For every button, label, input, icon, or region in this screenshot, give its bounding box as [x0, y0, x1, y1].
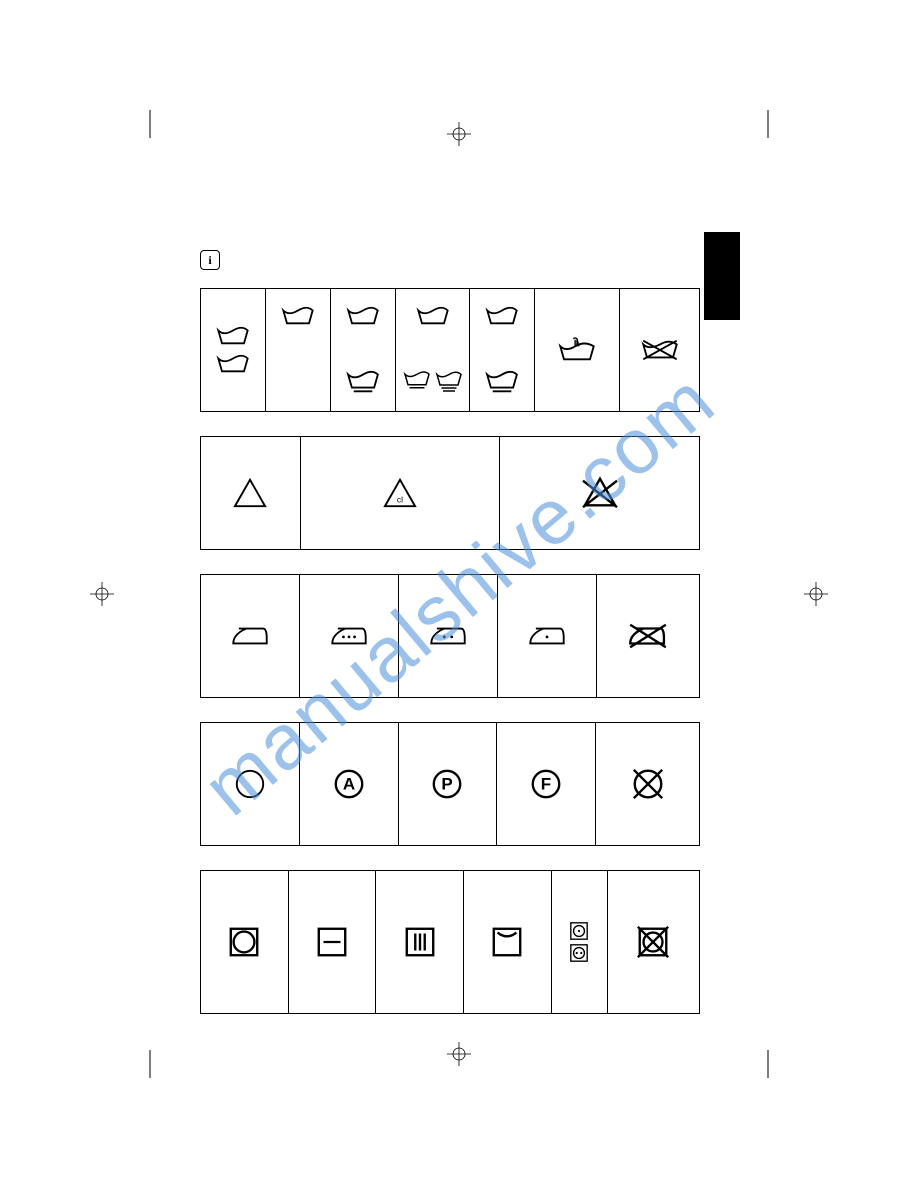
dryclean-p-icon: P — [430, 767, 464, 801]
svg-text:cl: cl — [397, 494, 403, 504]
crop-mark-tl — [120, 110, 180, 170]
wash-tub-icon — [214, 353, 252, 375]
crop-mark-tr — [738, 110, 798, 170]
tumble-dry-icon — [227, 925, 261, 959]
dryclean-icon — [233, 767, 267, 801]
line-dry-icon — [490, 925, 524, 959]
iron-medium-icon — [427, 623, 469, 649]
drip-dry-icon — [403, 925, 437, 959]
wash-tub-icon — [214, 325, 252, 347]
do-not-dryclean-icon — [630, 766, 666, 802]
wash-tub-very-mild-icon — [434, 369, 464, 395]
do-not-wash-icon — [639, 337, 681, 363]
wash-tub-icon — [279, 305, 317, 327]
bleach-icon — [231, 476, 269, 510]
tumble-low-icon — [569, 921, 589, 941]
do-not-iron-icon — [626, 621, 670, 651]
tumble-high-icon — [569, 943, 589, 963]
do-not-tumble-icon — [635, 924, 671, 960]
svg-text:F: F — [541, 775, 551, 794]
dryclean-f-icon: F — [529, 767, 563, 801]
dryclean-a-icon: A — [332, 767, 366, 801]
wash-tub-icon — [483, 305, 521, 327]
reg-mark-bottom — [447, 1042, 471, 1066]
crop-mark-br — [738, 1018, 798, 1078]
svg-text:A: A — [343, 775, 355, 794]
bleach-cl-icon: cl — [381, 476, 419, 510]
reg-mark-left — [90, 582, 114, 606]
iron-icon — [229, 623, 271, 649]
bleach-symbols-table: cl — [200, 436, 700, 550]
info-icon: i — [200, 250, 220, 270]
dryclean-symbols-table: A P F — [200, 722, 700, 846]
do-not-bleach-icon — [579, 475, 621, 511]
iron-symbols-table — [200, 574, 700, 698]
dry-flat-icon — [315, 925, 349, 959]
content-area: i — [200, 250, 700, 1038]
washing-symbols-table — [200, 288, 700, 412]
svg-text:P: P — [442, 775, 453, 794]
hand-wash-icon — [556, 337, 598, 363]
iron-low-icon — [526, 623, 568, 649]
wash-tub-mild-icon — [483, 369, 521, 395]
drying-symbols-table — [200, 870, 700, 1014]
iron-high-icon — [328, 623, 370, 649]
wash-tub-icon — [344, 305, 382, 327]
wash-tub-mild-icon — [344, 369, 382, 395]
wash-tub-icon — [414, 305, 452, 327]
crop-mark-bl — [120, 1018, 180, 1078]
wash-tub-mild-icon — [402, 369, 432, 393]
reg-mark-right — [804, 582, 828, 606]
reg-mark-top — [447, 122, 471, 146]
section-tab — [704, 232, 740, 320]
